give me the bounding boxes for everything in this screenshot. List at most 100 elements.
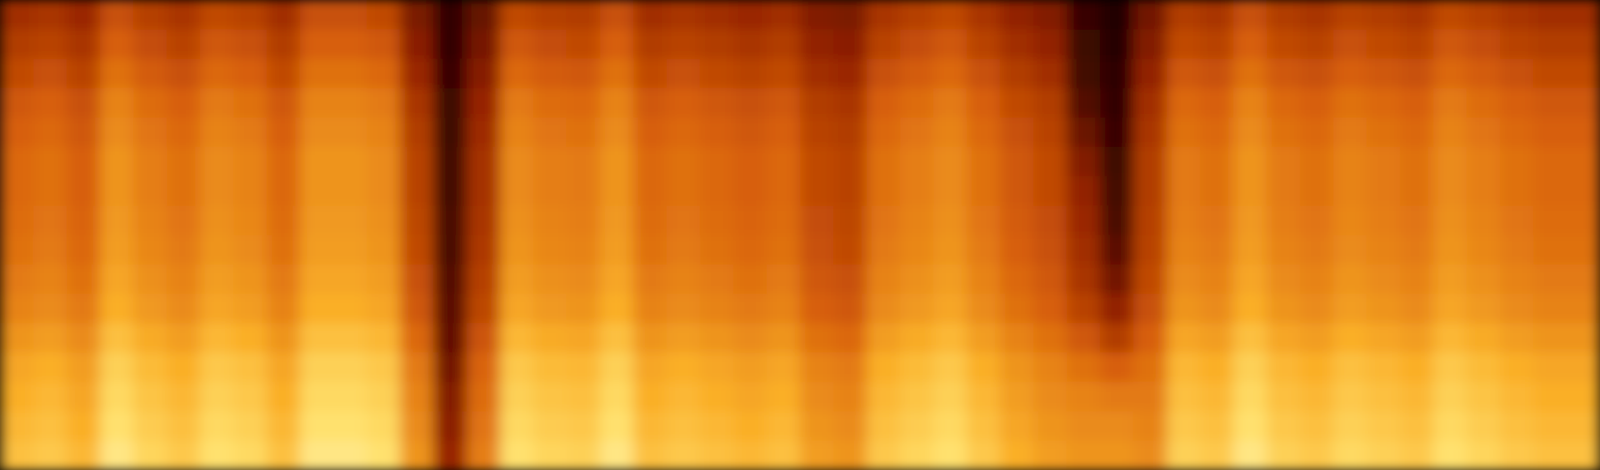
cell	[1233, 146, 1268, 177]
cell	[566, 176, 601, 206]
cell	[33, 29, 68, 60]
cell	[933, 293, 968, 324]
cell	[366, 88, 401, 119]
cell	[533, 440, 568, 470]
cell	[700, 440, 735, 470]
cell	[1099, 146, 1134, 177]
cell	[100, 117, 135, 148]
cell	[700, 205, 735, 236]
cell	[1566, 0, 1600, 30]
cell	[566, 235, 601, 265]
cell	[1299, 352, 1334, 383]
cell	[1066, 352, 1101, 383]
cell	[800, 264, 835, 295]
cell	[233, 235, 268, 265]
cell	[1133, 352, 1168, 383]
cell	[433, 146, 468, 177]
cell	[433, 440, 468, 470]
cell	[300, 176, 335, 206]
cell	[1066, 293, 1101, 324]
cell	[766, 264, 801, 295]
cell	[1133, 117, 1168, 148]
cell	[66, 117, 101, 148]
cell	[700, 0, 735, 30]
cell	[1333, 205, 1368, 236]
cell	[866, 293, 901, 324]
cell	[1399, 117, 1434, 148]
cell	[466, 293, 501, 324]
cell	[899, 322, 934, 353]
cell	[433, 117, 468, 148]
cell	[266, 264, 301, 295]
cell	[266, 176, 301, 206]
cell	[633, 235, 668, 265]
cell	[1566, 146, 1600, 177]
cell	[933, 146, 968, 177]
cell	[0, 381, 35, 412]
cell	[200, 88, 235, 119]
cell	[433, 381, 468, 412]
cell	[999, 264, 1034, 295]
cell	[366, 440, 401, 470]
cell	[800, 293, 835, 324]
cell	[1099, 352, 1134, 383]
cell	[666, 176, 701, 206]
cell	[1533, 440, 1568, 470]
cell	[1533, 88, 1568, 119]
cell	[333, 293, 368, 324]
cell	[666, 117, 701, 148]
cell	[933, 264, 968, 295]
cell	[1166, 88, 1201, 119]
cell	[266, 352, 301, 383]
cell	[0, 352, 35, 383]
cell	[1266, 117, 1301, 148]
cell	[233, 58, 268, 89]
cell	[1166, 352, 1201, 383]
cell	[333, 0, 368, 30]
cell	[500, 146, 535, 177]
cell	[666, 0, 701, 30]
cell	[1233, 440, 1268, 470]
cell	[1199, 264, 1234, 295]
cell	[366, 205, 401, 236]
cell	[966, 29, 1001, 60]
cell	[500, 88, 535, 119]
cell	[766, 235, 801, 265]
cell	[1299, 58, 1334, 89]
cell	[400, 205, 435, 236]
cell	[1033, 440, 1068, 470]
cell	[1499, 176, 1535, 206]
cell	[1566, 381, 1600, 412]
cell	[1533, 322, 1568, 353]
cell	[600, 176, 635, 206]
cell	[366, 117, 401, 148]
cell	[1233, 88, 1268, 119]
cell	[166, 411, 201, 442]
cell	[966, 381, 1001, 412]
cell	[700, 117, 735, 148]
cell	[200, 322, 235, 353]
cell	[899, 0, 934, 30]
cell	[1533, 176, 1568, 206]
cell	[833, 88, 868, 119]
cell	[1366, 264, 1401, 295]
cell	[1566, 322, 1600, 353]
cell	[366, 0, 401, 30]
cell	[200, 440, 235, 470]
cell	[700, 322, 735, 353]
cell	[0, 58, 35, 89]
cell	[833, 146, 868, 177]
cell	[1499, 322, 1535, 353]
cell	[33, 146, 68, 177]
cell	[733, 293, 768, 324]
cell	[1499, 440, 1535, 470]
cell	[899, 29, 934, 60]
cell	[533, 58, 568, 89]
cell	[700, 58, 735, 89]
cell	[333, 29, 368, 60]
cell	[1133, 411, 1168, 442]
cell	[633, 440, 668, 470]
cell	[266, 381, 301, 412]
cell	[566, 29, 601, 60]
cell	[400, 264, 435, 295]
